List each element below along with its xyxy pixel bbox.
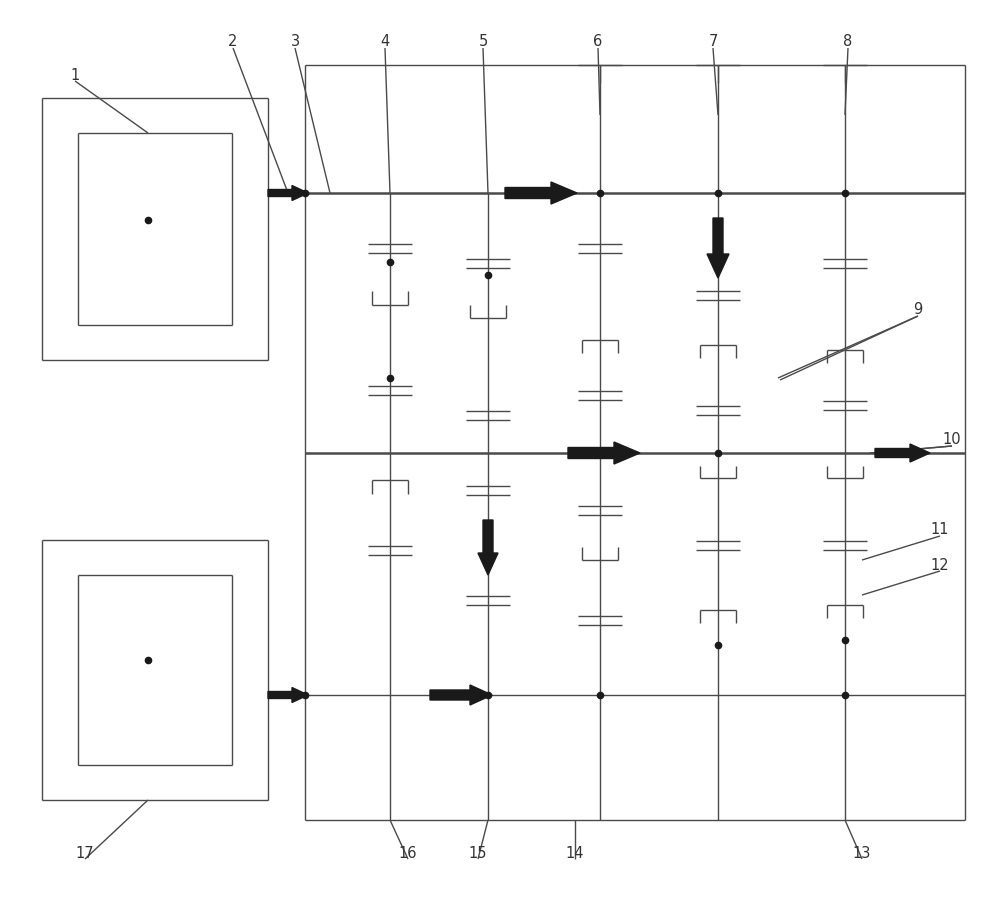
Polygon shape xyxy=(875,444,930,462)
Text: 15: 15 xyxy=(469,845,487,860)
Polygon shape xyxy=(568,442,640,464)
Text: 2: 2 xyxy=(228,34,238,49)
Text: 8: 8 xyxy=(843,34,853,49)
Text: 13: 13 xyxy=(853,845,871,860)
Polygon shape xyxy=(268,185,308,200)
Text: 1: 1 xyxy=(70,67,80,83)
Text: 9: 9 xyxy=(913,302,923,317)
Text: 17: 17 xyxy=(76,845,94,860)
Text: 5: 5 xyxy=(478,34,488,49)
Text: 7: 7 xyxy=(708,34,718,49)
Polygon shape xyxy=(430,685,492,705)
Text: 3: 3 xyxy=(290,34,300,49)
Text: 10: 10 xyxy=(943,432,961,448)
Polygon shape xyxy=(268,688,308,702)
Text: 4: 4 xyxy=(380,34,390,49)
Text: 11: 11 xyxy=(931,522,949,538)
Polygon shape xyxy=(478,520,498,575)
Text: 16: 16 xyxy=(399,845,417,860)
Polygon shape xyxy=(505,182,577,204)
Text: 12: 12 xyxy=(931,557,949,573)
Text: 6: 6 xyxy=(593,34,603,49)
Polygon shape xyxy=(707,218,729,278)
Text: 14: 14 xyxy=(566,845,584,860)
